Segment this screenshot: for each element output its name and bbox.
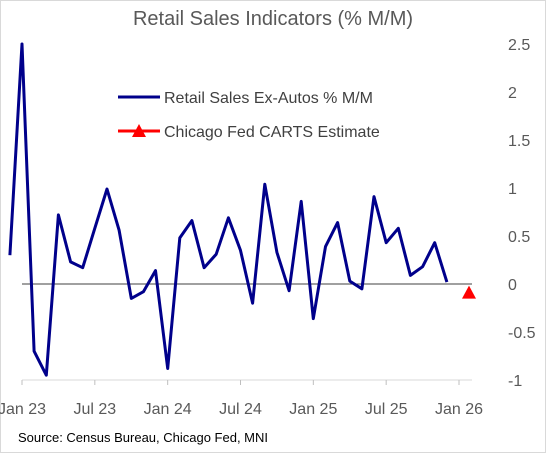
legend-label-retail-sales: Retail Sales Ex-Autos % M/M — [164, 90, 373, 107]
x-tick-label: Jul 23 — [73, 401, 116, 418]
x-tick-label: Jul 25 — [365, 401, 408, 418]
chart-title: Retail Sales Indicators (% M/M) — [132, 8, 414, 30]
x-tick-label: Jan 25 — [289, 401, 337, 418]
y-tick-label: 0 — [508, 277, 517, 294]
y-tick-label: 2 — [508, 85, 517, 102]
source-note: Source: Census Bureau, Chicago Fed, MNI — [18, 430, 269, 445]
series-line-retail-sales — [8, 42, 449, 377]
legend-label-carts: Chicago Fed CARTS Estimate — [164, 124, 380, 141]
y-tick-label: -0.5 — [508, 325, 536, 342]
y-tick-label: 0.5 — [508, 229, 530, 246]
y-tick-label: 2.5 — [508, 37, 530, 54]
carts-estimate-marker — [462, 285, 476, 299]
y-tick-label: 1.5 — [508, 133, 530, 150]
x-tick-label: Jan 24 — [144, 401, 192, 418]
y-tick-label: -1 — [508, 373, 522, 390]
y-tick-label: 1 — [508, 181, 517, 198]
x-tick-label: Jan 23 — [0, 401, 46, 418]
legend-swatch-carts-marker — [132, 124, 146, 137]
x-tick-label: Jan 26 — [435, 401, 483, 418]
x-tick-label: Jul 24 — [219, 401, 262, 418]
